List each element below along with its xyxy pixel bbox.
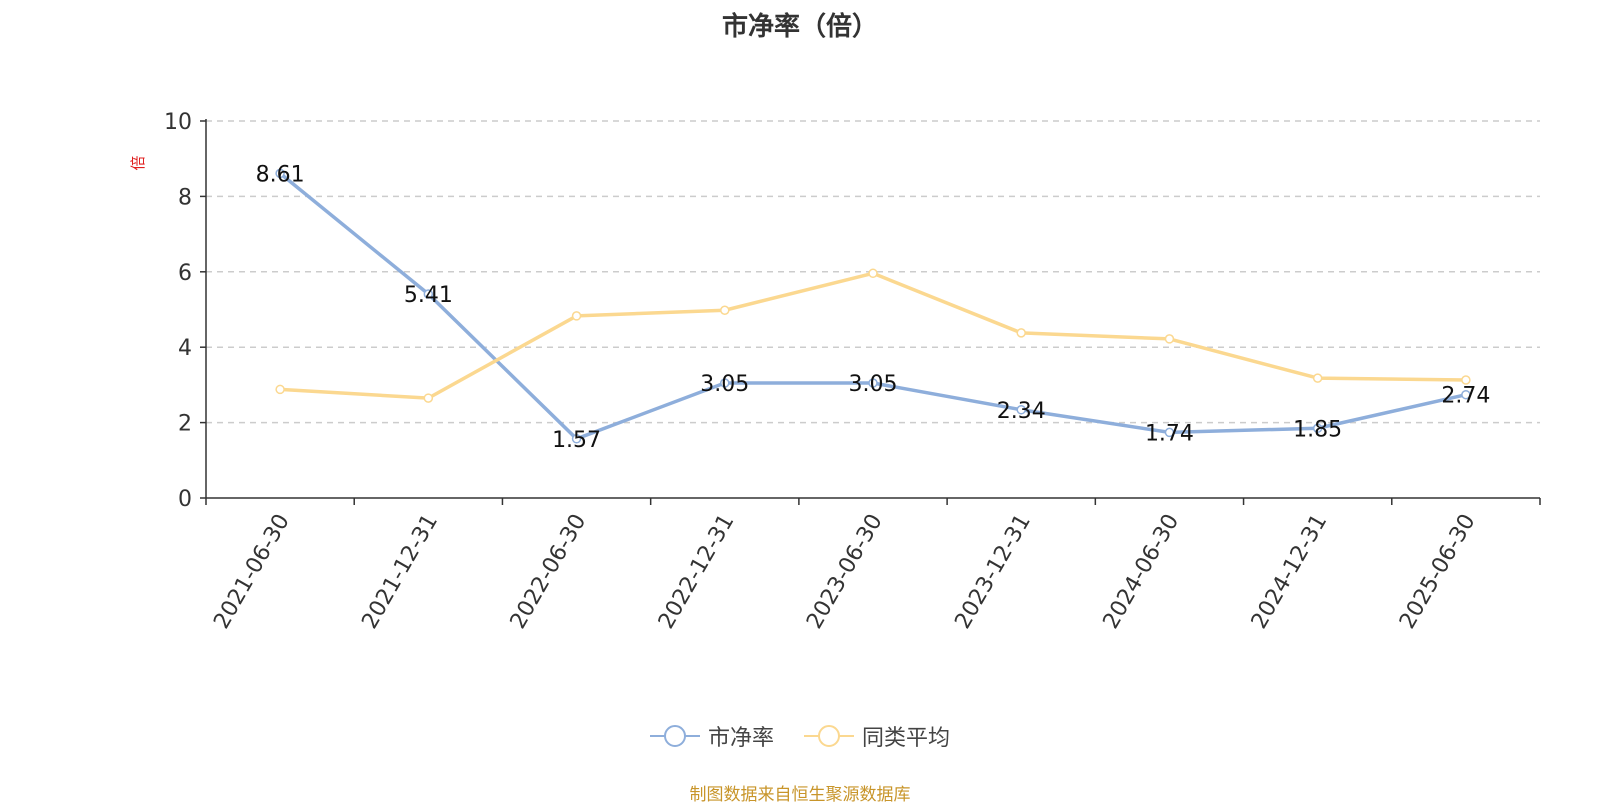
legend-item-series2[interactable]: 同类平均 <box>804 720 950 752</box>
series-point-1 <box>1016 405 1026 415</box>
x-tick-label: 2021-06-30 <box>209 510 295 633</box>
source-note: 制图数据来自恒生聚源数据库 <box>689 785 911 805</box>
x-tick-label: 2024-12-31 <box>1247 510 1333 633</box>
x-tick-label: 2024-06-30 <box>1099 510 1185 633</box>
series-line-1 <box>279 172 1467 441</box>
chart: 0 2 4 6 8 10 2021-06-30 2021-12-31 2022-06-30 202… <box>129 110 1541 633</box>
data-label: 1.57 <box>552 428 601 453</box>
series-point-2 <box>423 393 434 403</box>
y-tick-label: 8 <box>178 185 192 210</box>
series-point-2 <box>1164 334 1175 344</box>
data-label: 3.05 <box>849 372 898 397</box>
data-label: 2.74 <box>1441 384 1490 409</box>
series-point-1 <box>720 378 730 388</box>
series-point-1 <box>1312 423 1323 434</box>
x-tick-label: 2022-06-30 <box>506 510 592 633</box>
y-tick-label: 2 <box>178 412 192 437</box>
series-point-1 <box>868 378 878 388</box>
series-point-2 <box>868 268 878 279</box>
grid <box>206 120 1540 424</box>
series-point-2 <box>720 305 730 316</box>
x-tick-label: 2021-12-31 <box>357 510 443 633</box>
legend-item-series1[interactable]: 市净率 <box>649 720 774 752</box>
x-tick-label: 2023-06-30 <box>802 510 888 633</box>
data-label: 8.61 <box>256 162 305 187</box>
x-tick-label: 2025-06-30 <box>1395 510 1481 633</box>
legend-circle-series1 <box>663 725 686 747</box>
legend: 市净率 同类平均 <box>0 720 1600 752</box>
legend-circle-series2 <box>818 725 840 747</box>
y-tick-label: 6 <box>178 261 192 286</box>
x-tick-label: 2023-12-31 <box>950 510 1036 633</box>
series-point-1 <box>571 434 582 444</box>
series-point-1 <box>423 289 434 299</box>
series-point-1 <box>1164 427 1175 438</box>
series-point-1 <box>1461 389 1471 400</box>
y-axis-label: 倍 <box>129 155 147 170</box>
legend-marker-series1 <box>649 725 700 747</box>
y-axis-label-group: 倍 <box>129 155 147 170</box>
series-point-2 <box>275 384 285 395</box>
series-point-2 <box>1016 328 1026 338</box>
series-point-2 <box>571 311 582 321</box>
data-label: 5.41 <box>404 283 453 308</box>
data-labels: 8.61 5.41 1.57 3.05 3.05 2.34 1.74 1.85 2.74 <box>256 162 1491 452</box>
y-tick-label: 0 <box>178 487 192 512</box>
data-label: 1.74 <box>1145 421 1194 446</box>
legend-marker-series2 <box>804 725 854 747</box>
series-group <box>275 168 1471 444</box>
data-label: 3.05 <box>700 372 749 397</box>
x-tick-label: 2022-12-31 <box>654 510 740 633</box>
series-point-2 <box>1461 375 1471 385</box>
legend-label-series2: 同类平均 <box>862 726 951 751</box>
series-point-1 <box>275 168 285 179</box>
legend-label-series1: 市净率 <box>707 726 774 751</box>
y-tick-label: 10 <box>164 110 192 135</box>
data-label: 1.85 <box>1293 417 1342 442</box>
data-label: 2.34 <box>997 399 1046 424</box>
series-point-2 <box>1312 373 1323 383</box>
chart-title: 市净率（倍） <box>721 12 878 42</box>
y-tick-label: 4 <box>178 336 192 361</box>
